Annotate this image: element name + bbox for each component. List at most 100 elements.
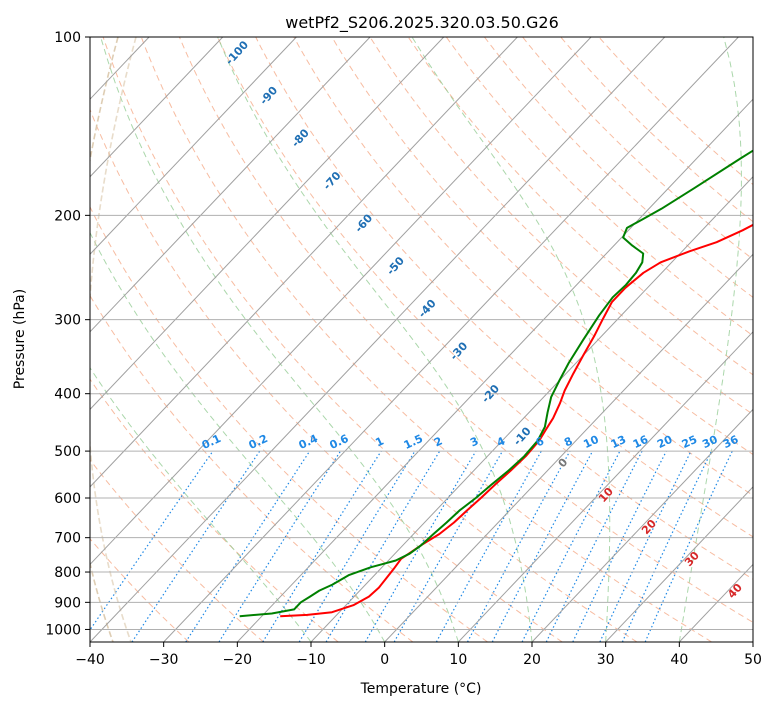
sounding-profiles	[239, 149, 753, 618]
mixing-ratio-line	[262, 450, 382, 642]
tan-curve	[90, 37, 137, 642]
chart-title: wetPf2_S206.2025.320.03.50.G26	[285, 13, 559, 33]
mixing-ratio-line	[572, 450, 667, 642]
mixing-ratio-label: 10	[581, 433, 601, 451]
isotherm-line	[90, 37, 518, 488]
x-tick-label: −30	[149, 652, 179, 668]
isotherm-line	[90, 37, 224, 178]
mixing-ratio-label: 20	[655, 433, 675, 451]
mixing-ratio-line	[185, 450, 311, 642]
x-axis-label: Temperature (°C)	[360, 681, 482, 697]
mixing-ratio-line	[393, 450, 504, 642]
mixing-ratio-line	[599, 450, 692, 642]
dry-adiabat	[90, 538, 190, 642]
mixing-ratio-label: 8	[562, 434, 574, 449]
isotherm-label: -100	[223, 38, 251, 67]
mixing-ratio-line	[644, 450, 733, 642]
dry-adiabat	[522, 37, 753, 260]
isotherm-label: 40	[725, 581, 745, 601]
y-axis-label: Pressure (hPa)	[12, 289, 28, 389]
isotherm-line	[531, 408, 753, 642]
dry-adiabat	[140, 37, 712, 642]
isotherm-label: -20	[479, 382, 502, 406]
tan-curve	[90, 37, 119, 642]
mixing-ratio-line	[218, 450, 342, 642]
x-tick-label: 40	[670, 652, 688, 668]
moist-adiabat	[217, 37, 533, 642]
moist-adiabat	[678, 37, 742, 642]
dry-adiabat	[484, 37, 753, 298]
isotherm-line	[163, 37, 739, 642]
mixing-ratio-line	[298, 450, 416, 642]
mixing-ratio-label: 1	[373, 434, 385, 449]
dry-adiabat	[90, 459, 264, 642]
y-tick-label: 700	[54, 531, 81, 547]
mixing-ratio-label: 25	[680, 433, 699, 451]
x-tick-label: −20	[223, 652, 253, 668]
isotherm-label: -50	[384, 254, 407, 278]
y-tick-label: 900	[54, 595, 81, 611]
x-tick-label: −10	[296, 652, 326, 668]
mixing-ratio-line	[545, 450, 643, 642]
y-tick-label: 1000	[45, 622, 81, 638]
moist-adiabat	[411, 37, 611, 642]
y-tick-label: 500	[54, 444, 81, 460]
mixing-ratio-label: 1.5	[402, 432, 425, 452]
mixing-ratio-line	[90, 450, 214, 631]
isotherm-label: 30	[682, 549, 702, 569]
mixing-ratio-line	[364, 450, 477, 642]
y-tick-label: 300	[54, 313, 81, 329]
dry-adiabat	[90, 108, 563, 642]
mixing-ratio-label: 30	[700, 433, 720, 451]
y-axis: 100 200 300 400 500 600 700 800 900 1000	[45, 30, 90, 638]
isotherm-line	[605, 486, 753, 642]
x-tick-label: 50	[744, 652, 762, 668]
isotherm-line	[752, 641, 753, 642]
y-tick-label: 400	[54, 387, 81, 403]
moist-adiabat	[100, 37, 459, 642]
mixing-ratio-label: 6	[534, 434, 547, 449]
mixing-ratio-line	[325, 450, 441, 642]
y-tick-label: 800	[54, 565, 81, 581]
isotherm-line	[90, 37, 371, 333]
mixing-ratio-label: 36	[721, 433, 741, 451]
mixing-ratio-label: 13	[609, 433, 628, 451]
mixing-ratio-label: 0.4	[297, 432, 320, 452]
dry-adiabat	[90, 378, 339, 642]
dewpoint-line	[239, 149, 753, 618]
isotherm-line	[384, 253, 753, 642]
x-axis: −40 −30 −20 −10 0 10 20 30 40 50	[75, 642, 762, 668]
isotherm-line	[310, 176, 753, 642]
mixing-ratio-label: 16	[631, 433, 651, 451]
x-tick-label: −40	[75, 652, 105, 668]
mixing-ratio-line	[435, 450, 542, 642]
isotherm-label: -80	[289, 126, 312, 150]
mixing-ratio-label: 2	[432, 434, 444, 449]
moist-adiabat	[90, 231, 386, 642]
isotherm-line	[90, 37, 445, 411]
isotherm-label: 10	[596, 485, 616, 505]
dry-adiabat	[369, 37, 753, 415]
isotherm-line	[0, 37, 2, 642]
isotherm-label: 20	[639, 517, 659, 537]
x-tick-label: 0	[380, 652, 389, 668]
dry-adiabat	[255, 37, 753, 538]
isotherm-label: 0	[556, 456, 571, 471]
mixing-ratio-label: 0.1	[200, 432, 223, 452]
thermo-background	[90, 37, 753, 642]
isotherm-label: -30	[447, 339, 470, 363]
dry-adiabat	[407, 37, 753, 376]
dry-adiabat	[331, 37, 753, 456]
mixing-ratio-line	[621, 450, 713, 642]
dry-adiabat	[293, 37, 753, 496]
isotherm-line	[90, 37, 666, 642]
pressure-gridlines	[0, 37, 753, 642]
dry-adiabat	[598, 37, 753, 186]
isotherm-line	[90, 37, 592, 566]
isotherm-label: -40	[416, 297, 439, 321]
mixing-ratio-line	[466, 450, 571, 642]
x-tick-label: 30	[597, 652, 615, 668]
isotherm-line	[236, 98, 753, 642]
isotherm-line	[457, 331, 753, 642]
